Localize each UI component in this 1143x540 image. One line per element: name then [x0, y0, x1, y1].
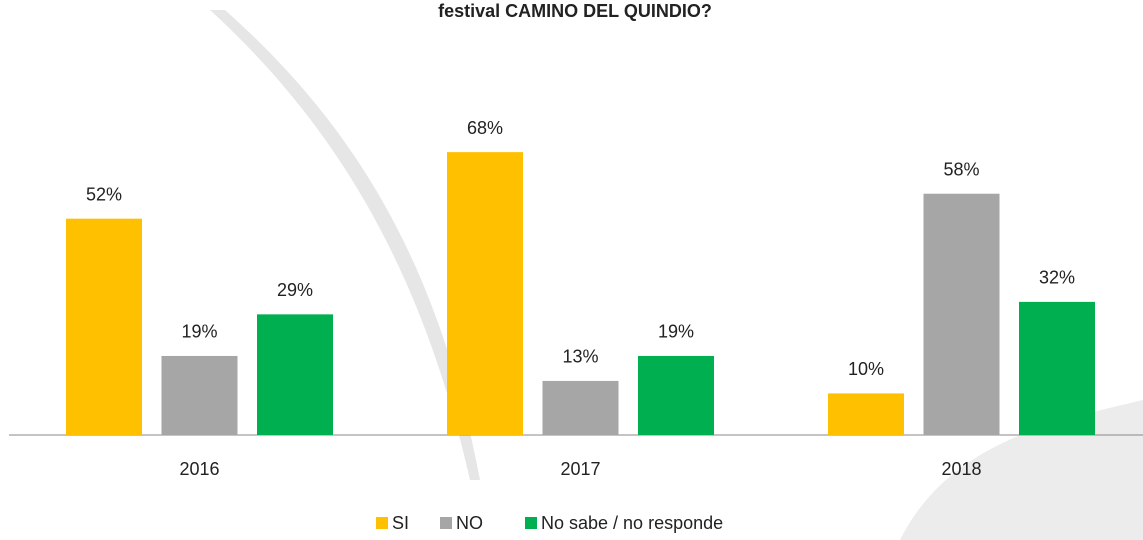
legend-swatch [525, 517, 537, 529]
x-tick-label: 2017 [560, 459, 600, 479]
bar [447, 152, 523, 435]
legend-label: NO [456, 513, 483, 533]
value-label: 13% [562, 347, 598, 367]
legend-swatch [440, 517, 452, 529]
chart-title: festival CAMINO DEL QUINDIO? [438, 1, 712, 21]
bar [542, 380, 619, 435]
bar [923, 193, 1000, 435]
x-tick-label: 2016 [179, 459, 219, 479]
value-label: 58% [943, 159, 979, 179]
bar [161, 355, 238, 435]
legend-label: SI [392, 513, 409, 533]
x-tick-label: 2018 [941, 459, 981, 479]
bar [257, 314, 333, 435]
background-leaf [210, 10, 480, 480]
legend-swatch [376, 517, 388, 529]
value-label: 19% [658, 322, 694, 342]
value-label: 10% [848, 359, 884, 379]
value-label: 32% [1039, 268, 1075, 288]
value-label: 52% [86, 184, 122, 204]
bar [1019, 301, 1095, 435]
bar [66, 218, 142, 435]
value-label: 19% [181, 322, 217, 342]
bar [828, 393, 904, 435]
legend-label: No sabe / no responde [541, 513, 723, 533]
value-label: 68% [467, 118, 503, 138]
bar [638, 355, 714, 435]
value-label: 29% [277, 280, 313, 300]
